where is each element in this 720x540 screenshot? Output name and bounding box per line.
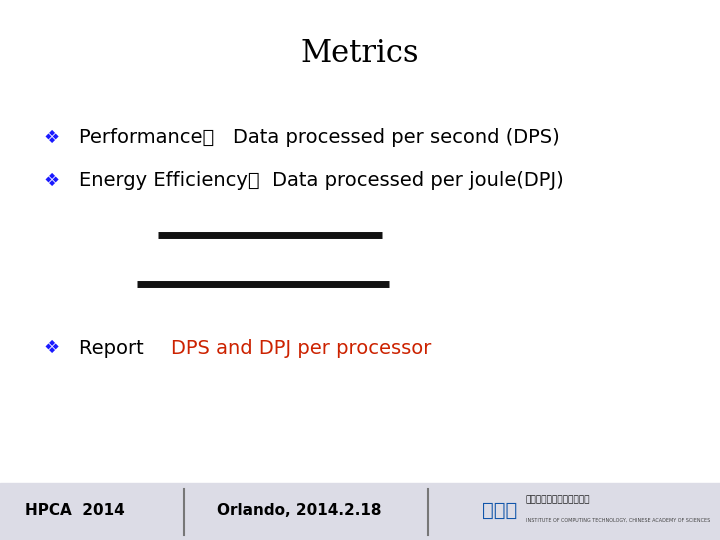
Text: Energy Efficiency：  Data processed per joule(DPJ): Energy Efficiency： Data processed per jo…	[79, 171, 564, 191]
Text: Orlando, 2014.2.18: Orlando, 2014.2.18	[217, 503, 381, 518]
Text: ❖: ❖	[43, 339, 59, 357]
Text: 中国科学院计算技术研究所: 中国科学院计算技术研究所	[526, 495, 590, 504]
Text: DPS and DPJ per processor: DPS and DPJ per processor	[171, 339, 431, 358]
Text: Metrics: Metrics	[301, 38, 419, 69]
Text: ❖: ❖	[43, 129, 59, 147]
Text: ❖: ❖	[43, 172, 59, 190]
Text: HPCA  2014: HPCA 2014	[25, 503, 125, 518]
Bar	[0, 483, 720, 540]
Text: INSTITUTE OF COMPUTING TECHNOLOGY, CHINESE ACADEMY OF SCIENCES: INSTITUTE OF COMPUTING TECHNOLOGY, CHINE…	[526, 517, 710, 523]
Text: Performance：   Data processed per second (DPS): Performance： Data processed per second (…	[79, 128, 560, 147]
Text: ⓘⓒⓣ: ⓘⓒⓣ	[482, 501, 518, 520]
Text: Report: Report	[79, 339, 150, 358]
